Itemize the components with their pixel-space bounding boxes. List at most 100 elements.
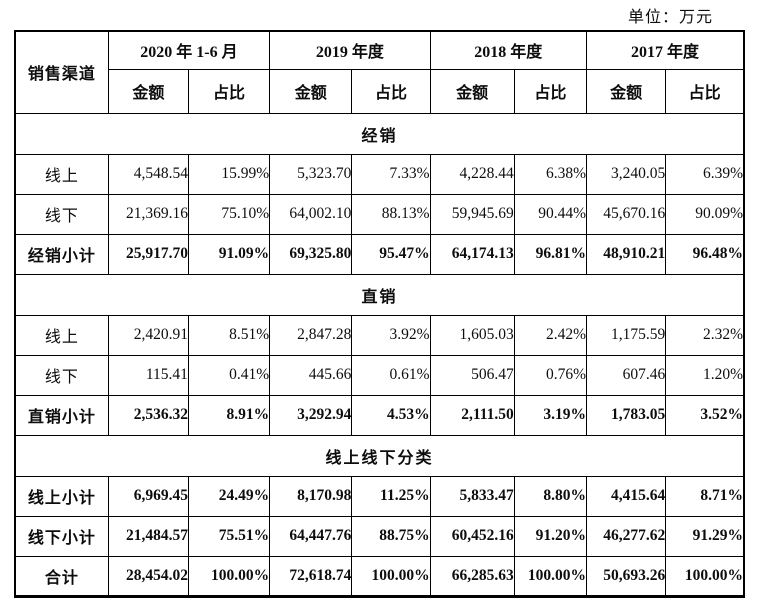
amount-cell: 2,847.28 [269, 314, 353, 356]
ratio-cell: 75.10% [187, 193, 271, 235]
ratio-cell: 4.53% [351, 394, 431, 436]
ratio-cell: 6.38% [513, 153, 588, 195]
amount-cell: 46,277.62 [585, 515, 667, 557]
amount-cell: 2,536.32 [107, 394, 189, 436]
row-label-cell: 线上 [14, 153, 109, 195]
period-header-2020: 2020 年 1-6 月 [107, 30, 271, 70]
amount-cell: 69,325.80 [269, 233, 353, 275]
amount-cell: 59,945.69 [429, 193, 515, 235]
ratio-cell: 100.00% [351, 555, 431, 597]
ratio-cell: 8.71% [665, 475, 745, 517]
ratio-cell: 88.75% [351, 515, 431, 557]
section-title: 直销 [14, 273, 745, 316]
amount-cell: 115.41 [107, 354, 189, 396]
ratio-cell: 88.13% [351, 193, 431, 235]
amount-cell: 4,548.54 [107, 153, 189, 195]
ratio-cell: 90.09% [665, 193, 745, 235]
ratio-cell: 15.99% [187, 153, 271, 195]
row-label-cell: 直销小计 [14, 394, 109, 436]
sales-channel-table: 销售渠道 2020 年 1-6 月 2019 年度 2018 年度 2017 年… [14, 30, 745, 598]
amount-cell: 64,447.76 [269, 515, 353, 557]
ratio-cell: 91.20% [513, 515, 588, 557]
subheader-row: 金额 占比 金额 占比 金额 占比 金额 占比 [15, 68, 745, 114]
ratio-cell: 11.25% [351, 475, 431, 517]
ratio-cell: 2.42% [513, 314, 588, 356]
period-header-2017: 2017 年度 [586, 30, 745, 70]
row-label-cell: 线下 [14, 193, 109, 235]
ratio-header-cell: 占比 [187, 68, 271, 114]
section-header-row: 经销 [14, 112, 745, 155]
ratio-cell: 1.20% [665, 354, 745, 396]
amount-header-cell: 金额 [585, 68, 667, 114]
ratio-cell: 100.00% [513, 555, 588, 597]
amount-cell: 72,618.74 [269, 555, 353, 597]
ratio-cell: 8.80% [513, 475, 588, 517]
table-row: 线下 21,369.16 75.10% 64,002.10 88.13% 59,945.6… [14, 193, 745, 235]
section-title: 线上线下分类 [14, 434, 745, 477]
amount-cell: 25,917.70 [107, 233, 189, 275]
ratio-cell: 100.00% [187, 555, 271, 597]
amount-cell: 60,452.16 [429, 515, 515, 557]
amount-cell: 4,415.64 [585, 475, 667, 517]
section-header-row: 直销 [14, 273, 745, 316]
amount-cell: 506.47 [429, 354, 515, 396]
amount-cell: 4,228.44 [429, 153, 515, 195]
amount-cell: 445.66 [269, 354, 353, 396]
table-row: 合计 28,454.02 100.00% 72,618.74 100.00% 66,285… [14, 555, 745, 597]
ratio-cell: 6.39% [665, 153, 745, 195]
ratio-cell: 24.49% [187, 475, 271, 517]
ratio-header-cell: 占比 [351, 68, 431, 114]
ratio-cell: 8.91% [187, 394, 271, 436]
row-label-cell: 线上 [14, 314, 109, 356]
table-header: 销售渠道 2020 年 1-6 月 2019 年度 2018 年度 2017 年… [14, 30, 745, 114]
table-row: 线下小计 21,484.57 75.51% 64,447.76 88.75% 60,452… [14, 515, 745, 557]
ratio-cell: 0.76% [513, 354, 588, 396]
ratio-cell: 90.44% [513, 193, 588, 235]
ratio-cell: 3.19% [513, 394, 588, 436]
amount-cell: 21,369.16 [107, 193, 189, 235]
table-row: 线上小计 6,969.45 24.49% 8,170.98 11.25% 5,833.47… [14, 475, 745, 517]
amount-cell: 21,484.57 [107, 515, 189, 557]
table-row: 线上 2,420.91 8.51% 2,847.28 3.92% 1,605.03 2.42… [14, 314, 745, 356]
row-label-cell: 线下小计 [14, 515, 109, 557]
ratio-cell: 96.48% [665, 233, 745, 275]
section-header-row: 线上线下分类 [14, 434, 745, 477]
amount-cell: 64,002.10 [269, 193, 353, 235]
amount-cell: 6,969.45 [107, 475, 189, 517]
amount-cell: 48,910.21 [585, 233, 667, 275]
amount-cell: 3,292.94 [269, 394, 353, 436]
row-label-cell: 线上小计 [14, 475, 109, 517]
amount-cell: 50,693.26 [585, 555, 667, 597]
ratio-cell: 3.92% [351, 314, 431, 356]
ratio-cell: 3.52% [665, 394, 745, 436]
amount-cell: 5,323.70 [269, 153, 353, 195]
table-row: 线下 115.41 0.41% 445.66 0.61% 506.47 0.76% 607.4… [14, 354, 745, 396]
ratio-cell: 96.81% [513, 233, 588, 275]
sales-table-body: 经销 线上 4,548.54 15.99% 5,323.70 7.33% 4,228.44 6… [14, 112, 745, 597]
period-header-2018: 2018 年度 [429, 30, 588, 70]
amount-header-cell: 金额 [107, 68, 189, 114]
table-row: 线上 4,548.54 15.99% 5,323.70 7.33% 4,228.44 6.3… [14, 153, 745, 195]
amount-cell: 2,111.50 [429, 394, 515, 436]
amount-cell: 1,175.59 [585, 314, 667, 356]
unit-label: 单位：万元 [627, 9, 713, 26]
amount-cell: 66,285.63 [429, 555, 515, 597]
ratio-cell: 91.29% [665, 515, 745, 557]
ratio-cell: 8.51% [187, 314, 271, 356]
ratio-cell: 75.51% [187, 515, 271, 557]
amount-header-cell: 金额 [269, 68, 353, 114]
amount-cell: 1,783.05 [585, 394, 667, 436]
amount-cell: 2,420.91 [107, 314, 189, 356]
period-header-2019: 2019 年度 [269, 30, 431, 70]
row-label-cell: 经销小计 [14, 233, 109, 275]
table-row: 直销小计 2,536.32 8.91% 3,292.94 4.53% 2,111.50 3.… [14, 394, 745, 436]
amount-cell: 3,240.05 [585, 153, 667, 195]
ratio-cell: 95.47% [351, 233, 431, 275]
ratio-cell: 2.32% [665, 314, 745, 356]
row-label-cell: 合计 [14, 555, 109, 597]
period-header-row: 销售渠道 2020 年 1-6 月 2019 年度 2018 年度 2017 年… [14, 30, 745, 114]
ratio-cell: 91.09% [187, 233, 271, 275]
amount-cell: 45,670.16 [585, 193, 667, 235]
section-title: 经销 [14, 112, 745, 155]
